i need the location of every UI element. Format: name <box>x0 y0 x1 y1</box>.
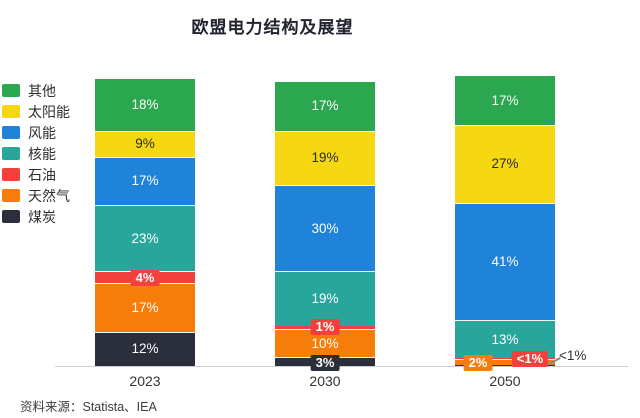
bar-segment: 19% <box>275 271 375 326</box>
bar-segment: 4% <box>95 269 195 286</box>
segment-value-label: 13% <box>491 331 519 347</box>
x-tick-2023: 2023 <box>129 373 161 389</box>
bar-segment: 3% <box>275 355 375 372</box>
chart-legend: 其他太阳能风能核能石油天然气煤炭 <box>2 84 70 231</box>
bar-segment: 17% <box>95 282 195 332</box>
legend-label: 风能 <box>28 124 56 141</box>
bar-segment: 23% <box>95 205 195 272</box>
segment-outside-label: <1% <box>559 348 587 363</box>
segment-value-badge: 3% <box>310 355 340 372</box>
segment-value-label: 27% <box>491 156 519 172</box>
stacked-bar-2050: 17% 27% 41% 13% <1% 2% <1% <box>455 76 586 372</box>
segment-value-label: 30% <box>311 220 339 236</box>
legend-label: 煤炭 <box>28 208 56 225</box>
legend-swatch-icon <box>2 210 20 223</box>
legend-item-4: 石油 <box>2 166 70 183</box>
x-tick-2030: 2030 <box>309 373 341 389</box>
legend-item-3: 核能 <box>2 145 70 162</box>
segment-value-label: 10% <box>311 335 339 351</box>
legend-item-0: 其他 <box>2 82 70 99</box>
legend-label: 天然气 <box>28 187 70 204</box>
legend-item-6: 煤炭 <box>2 208 70 225</box>
legend-item-5: 天然气 <box>2 187 70 204</box>
bar-segment: 18% <box>95 79 195 131</box>
bar-segment: 9% <box>95 130 195 157</box>
segment-value-label: 19% <box>311 150 339 166</box>
legend-swatch-icon <box>2 126 20 139</box>
bar-segment: 17% <box>275 81 375 131</box>
x-tick-2050: 2050 <box>489 373 521 389</box>
segment-value-label: 23% <box>131 230 159 246</box>
legend-swatch-icon <box>2 105 20 118</box>
bar-segment: 27% <box>455 125 555 203</box>
segment-value-label: 12% <box>131 341 159 357</box>
chart-title: 欧盟电力结构及展望 <box>191 18 354 37</box>
segment-value-badge: 4% <box>130 269 160 286</box>
bar-segment: 1% <box>275 319 375 336</box>
legend-label: 石油 <box>28 166 56 183</box>
legend-label: 其他 <box>28 82 56 99</box>
segment-value-label: 17% <box>311 98 339 114</box>
bar-segment: 19% <box>275 130 375 186</box>
segment-value-badge: 2% <box>463 355 493 372</box>
bar-segment: 2% <box>455 355 555 372</box>
legend-swatch-icon <box>2 168 20 181</box>
segment-value-label: 17% <box>491 92 519 108</box>
source-note: 资料来源：Statista、IEA <box>20 400 157 414</box>
stacked-bar-2030: 17% 19% 30% 19% 1% 10% 3% <box>275 81 375 372</box>
bar-segment: 41% <box>455 202 555 321</box>
segment-value-badge: 1% <box>310 319 340 336</box>
segment-value-label: 17% <box>131 299 159 315</box>
segment-value-label: 19% <box>311 291 339 307</box>
bar-segment: 30% <box>275 185 375 272</box>
segment-value-label: 9% <box>135 136 155 152</box>
legend-label: 核能 <box>28 145 56 162</box>
bar-segment: <1% <box>455 351 555 368</box>
legend-item-1: 太阳能 <box>2 103 70 120</box>
bar-segment: 17% <box>95 156 195 206</box>
x-axis-line <box>55 366 628 367</box>
segment-value-label: 18% <box>131 96 159 112</box>
legend-item-2: 风能 <box>2 124 70 141</box>
legend-swatch-icon <box>2 147 20 160</box>
legend-swatch-icon <box>2 84 20 97</box>
legend-swatch-icon <box>2 189 20 202</box>
segment-value-label: 17% <box>131 173 159 189</box>
stacked-bar-2023: 18% 9% 17% 23% 4% 17% 12% <box>95 79 195 366</box>
bar-segment: 12% <box>95 331 195 366</box>
segment-value-badge: <1% <box>511 351 549 368</box>
legend-label: 太阳能 <box>28 103 70 120</box>
segment-value-label: 41% <box>491 254 519 270</box>
bar-segment: 17% <box>455 76 555 126</box>
bar-segment <box>455 364 555 366</box>
